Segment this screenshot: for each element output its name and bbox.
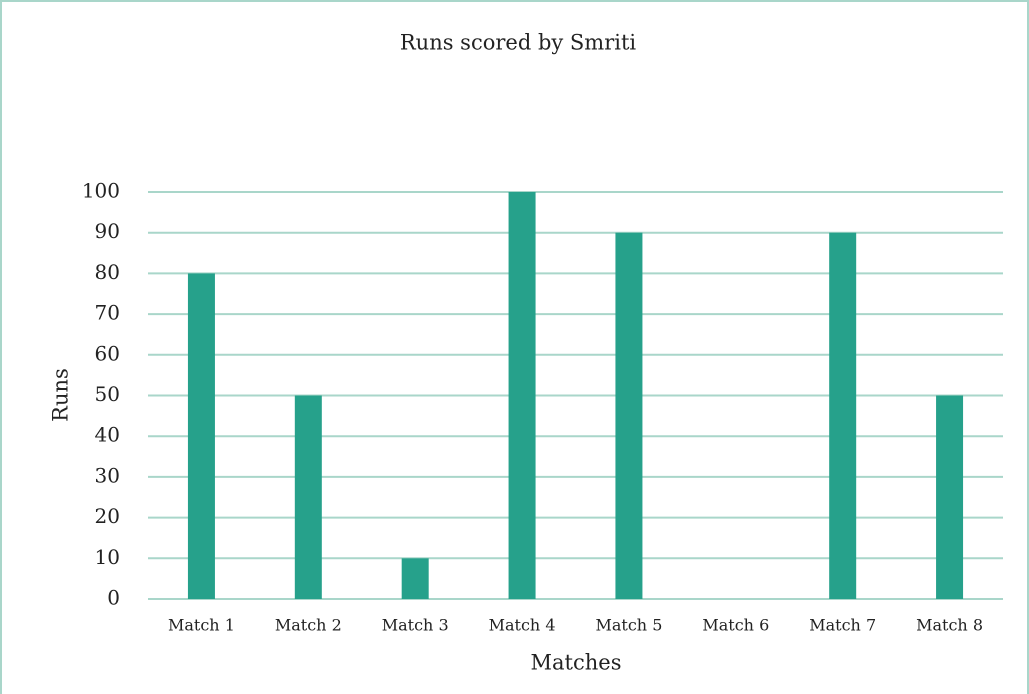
y-tick-label: 30	[95, 463, 120, 487]
bar	[187, 273, 215, 599]
bar	[615, 232, 643, 599]
y-tick-label: 20	[95, 504, 120, 528]
bar	[294, 395, 322, 599]
x-tick-label: Match 6	[702, 616, 769, 635]
x-tick-label: Match 4	[489, 616, 556, 635]
bar	[829, 232, 857, 599]
y-tick-label: 10	[95, 545, 120, 569]
y-tick-label: 90	[95, 219, 120, 243]
x-tick-label: Match 3	[382, 616, 449, 635]
x-tick-label: Match 7	[809, 616, 876, 635]
y-tick-label: 60	[95, 341, 120, 365]
y-tick-label: 70	[95, 301, 120, 325]
y-tick-label: 100	[82, 179, 120, 203]
x-axis-title: Matches	[531, 651, 622, 675]
y-tick-label: 50	[95, 382, 120, 406]
y-tick-label: 40	[95, 423, 120, 447]
bar	[936, 395, 964, 599]
y-axis-title: Runs	[49, 368, 73, 422]
bar	[401, 558, 429, 599]
y-tick-label: 80	[95, 260, 120, 284]
chart-title: Runs scored by Smriti	[400, 31, 637, 55]
y-tick-label: 0	[107, 586, 120, 610]
x-tick-label: Match 1	[168, 616, 235, 635]
x-tick-label: Match 5	[595, 616, 662, 635]
x-tick-label: Match 2	[275, 616, 342, 635]
x-tick-label: Match 8	[916, 616, 983, 635]
bar	[508, 192, 536, 599]
